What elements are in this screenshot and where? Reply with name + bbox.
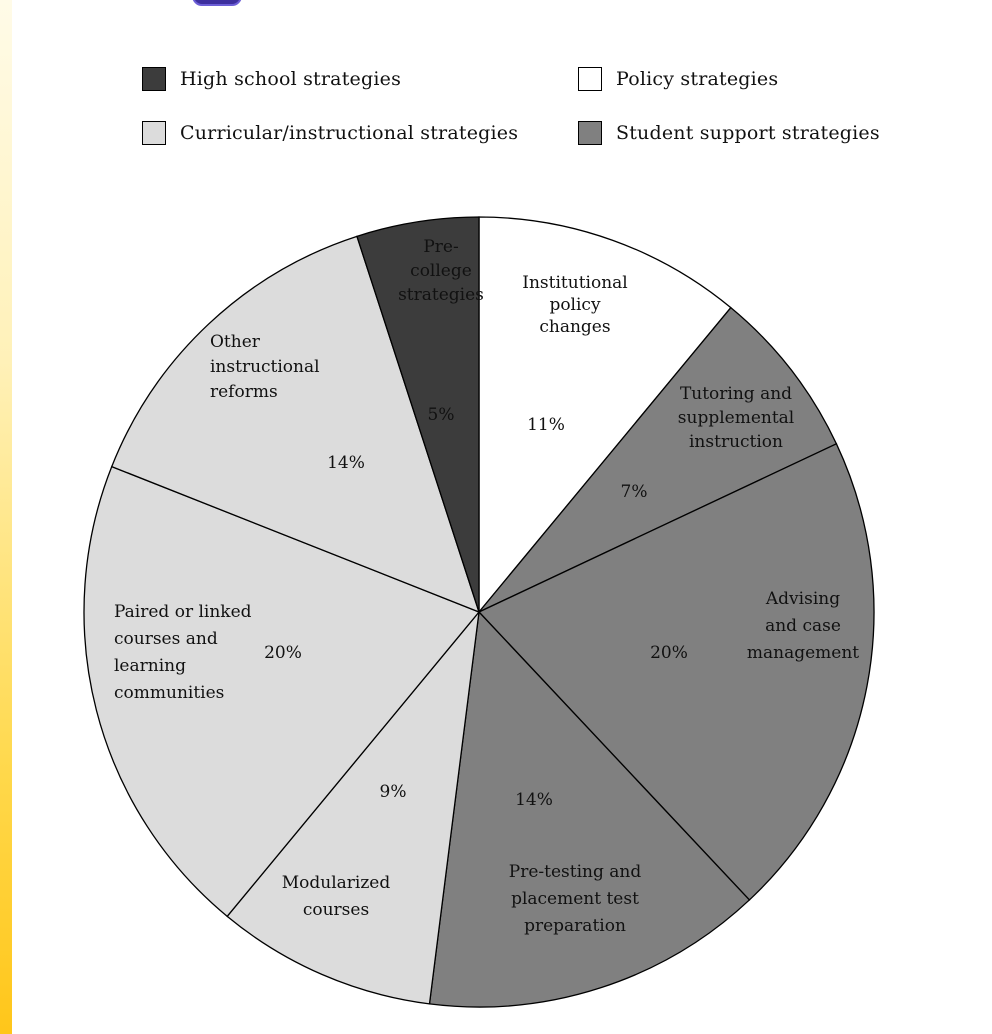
legend-swatch [578,121,602,145]
slice-label: instructional [210,357,320,377]
pie-slice [477,442,875,901]
slice-label: Pre-testing and [509,862,642,882]
slice-label: changes [539,317,610,337]
legend-label: Policy strategies [616,68,779,90]
slice-value-label: 11% [527,415,565,435]
pie-slices [83,216,875,1008]
pie-slice [83,465,481,918]
slice-label: preparation [524,916,626,936]
slice-label: Pre- [423,237,458,257]
slice-label: instruction [689,432,783,452]
slice-label: communities [114,683,224,703]
legend-item-student-support: Student support strategies [578,120,880,146]
legend-label: Student support strategies [616,122,880,144]
slice-label: learning [114,656,186,676]
slice-value-label: 20% [650,643,688,663]
legend-item-policy: Policy strategies [578,66,778,92]
pie-slice [428,610,751,1008]
legend-swatch [142,67,166,91]
legend-swatch [142,121,166,145]
slice-value-label: 14% [327,453,365,473]
slice-label: Advising [765,589,840,609]
slice-label: placement test [511,889,639,909]
slice-label: courses [303,900,369,920]
slice-value-label: 14% [515,790,553,810]
left-accent-bar [0,0,12,1034]
slice-value-label: 9% [380,782,407,802]
legend-item-curricular: Curricular/instructional strategies [142,120,518,146]
pie-slice [356,216,480,613]
slice-label: Modularized [282,873,391,893]
slice-label: and case [765,616,841,636]
slice-label: Paired or linked [114,602,252,622]
pie-slice [478,306,838,613]
slice-label: college [410,261,472,281]
slice-label: strategies [398,285,484,305]
legend-swatch [578,67,602,91]
slice-label: management [747,643,859,663]
slice-label: Institutional [522,273,627,293]
slice-label: Tutoring and [680,384,792,404]
slice-value-label: 7% [621,482,648,502]
pie-slice [226,609,480,1005]
slice-value-label: 20% [264,643,302,663]
legend-label: Curricular/instructional strategies [180,122,519,144]
slice-label: courses and [114,629,218,649]
slice-label: reforms [210,382,278,402]
slice-label: policy [549,295,601,315]
legend-item-high-school: High school strategies [142,66,401,92]
slice-value-label: 5% [428,405,455,425]
slice-label: supplemental [678,408,794,428]
pie-slice [478,216,732,614]
slice-label: Other [210,332,261,352]
legend-label: High school strategies [180,68,402,90]
